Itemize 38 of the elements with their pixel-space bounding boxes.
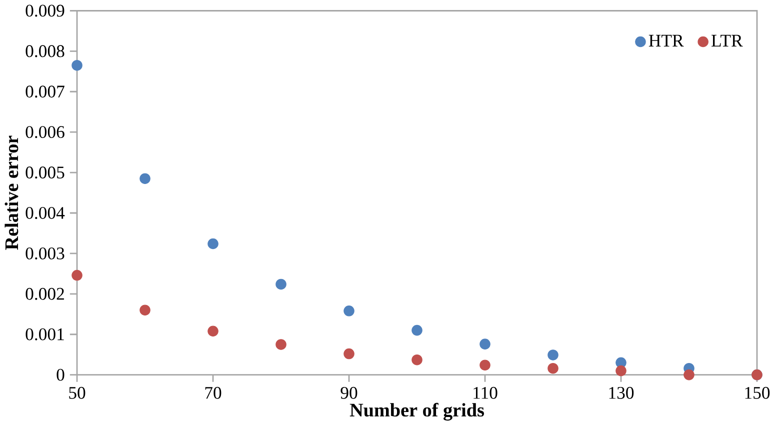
point [72, 60, 82, 71]
x-tick-label: 110 [474, 386, 498, 399]
point [480, 360, 490, 370]
point [208, 238, 218, 249]
y-tick-label: 0.001 [26, 328, 64, 340]
point [616, 365, 626, 376]
point [344, 305, 354, 316]
y-tick-label: 0.003 [26, 247, 64, 260]
x-tick-label: 130 [609, 386, 634, 399]
point [140, 304, 150, 316]
x-tick-label: 90 [340, 386, 358, 399]
y-tick-label: 0.006 [26, 126, 64, 138]
point [208, 326, 218, 336]
point [548, 362, 558, 374]
y-tick-label: 0.004 [26, 206, 65, 219]
x-tick-label: 150 [745, 386, 770, 399]
point [684, 369, 694, 380]
point [140, 173, 150, 184]
point [548, 349, 558, 360]
point [276, 278, 286, 290]
point [344, 348, 354, 360]
point [276, 338, 286, 350]
legend-label: HTR [648, 34, 684, 46]
y-tick-label: 0.009 [26, 4, 64, 17]
x-axis-title: Number of grids [350, 402, 484, 420]
y-tick-label: 0.007 [26, 85, 64, 98]
y-tick-label: 0.008 [26, 45, 64, 58]
point [412, 354, 422, 366]
y-tick-label: 0 [56, 368, 64, 381]
legend-label: LTR [712, 34, 743, 46]
point [480, 338, 490, 350]
y-tick-label: 0.002 [26, 288, 64, 300]
point [412, 324, 422, 336]
x-tick-label: 50 [69, 386, 86, 399]
y-tick-label: 0.005 [26, 166, 64, 178]
point [72, 270, 82, 281]
x-tick-label: 70 [205, 386, 222, 399]
y-axis-title: Relative error [4, 136, 18, 250]
